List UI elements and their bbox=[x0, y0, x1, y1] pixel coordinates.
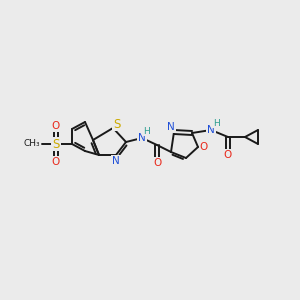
Text: N: N bbox=[112, 156, 120, 166]
Text: CH₃: CH₃ bbox=[23, 140, 40, 148]
Text: N: N bbox=[167, 122, 175, 132]
Text: H: H bbox=[144, 127, 150, 136]
Text: O: O bbox=[52, 157, 60, 167]
Text: N: N bbox=[207, 125, 215, 135]
Text: O: O bbox=[153, 158, 161, 168]
Text: O: O bbox=[200, 142, 208, 152]
Text: O: O bbox=[52, 121, 60, 131]
Text: S: S bbox=[52, 137, 60, 151]
Text: O: O bbox=[224, 150, 232, 160]
Text: S: S bbox=[113, 118, 121, 130]
Text: H: H bbox=[213, 118, 219, 127]
Text: N: N bbox=[138, 133, 146, 143]
